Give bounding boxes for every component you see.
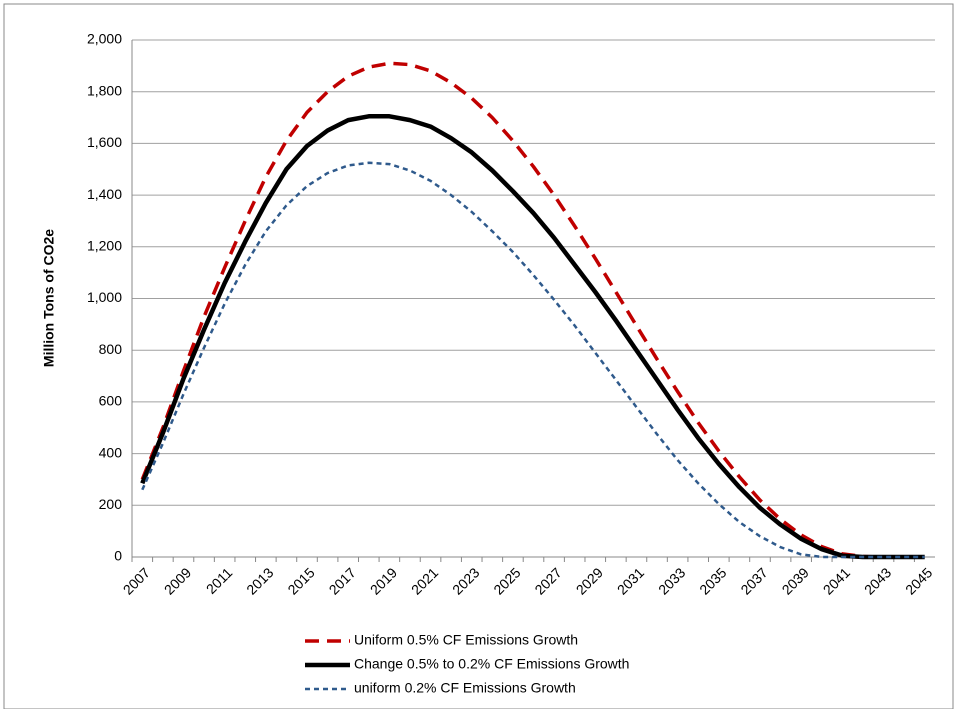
y-tick-label: 1,200	[87, 238, 122, 254]
series-line	[140, 114, 925, 560]
legend-label: Uniform 0.5% CF Emissions Growth	[354, 632, 578, 648]
y-tick-label: 200	[99, 496, 123, 512]
y-tick-label: 0	[114, 548, 122, 564]
series-line	[141, 161, 925, 559]
series-line	[140, 61, 925, 559]
y-tick-label: 1,600	[87, 134, 122, 150]
y-tick-label: 1,400	[87, 186, 122, 202]
legend-label: uniform 0.2% CF Emissions Growth	[354, 680, 576, 696]
y-tick-label: 600	[99, 393, 123, 409]
y-axis-label: Million Tons of CO2e	[41, 229, 57, 367]
y-tick-label: 1,000	[87, 289, 122, 305]
y-tick-label: 2,000	[87, 31, 122, 47]
legend-label: Change 0.5% to 0.2% CF Emissions Growth	[354, 656, 629, 672]
y-tick-label: 1,800	[87, 82, 122, 98]
chart-frame	[3, 3, 954, 709]
y-tick-label: 800	[99, 341, 123, 357]
y-tick-label: 400	[99, 444, 123, 460]
